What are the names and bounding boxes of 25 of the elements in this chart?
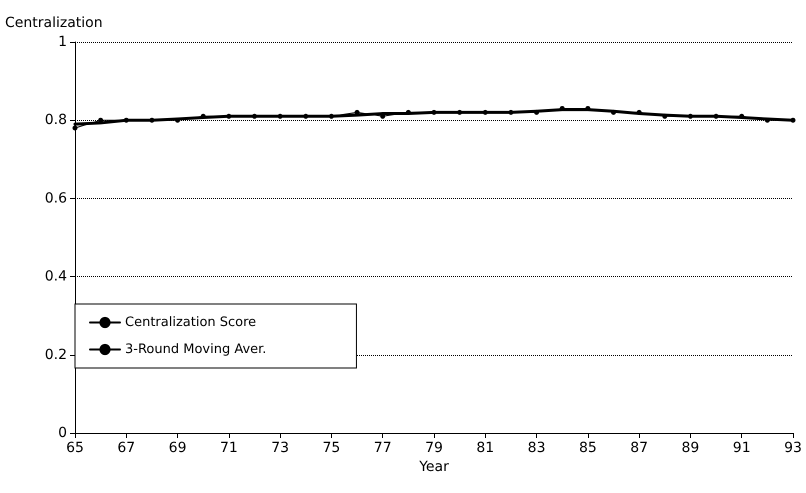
x-tick-label: 85 — [578, 440, 597, 456]
x-tick-label: 81 — [476, 440, 494, 456]
x-tick-label: 67 — [117, 440, 136, 456]
x-tick-label: 73 — [271, 440, 290, 456]
x-tick-label: 87 — [630, 440, 648, 456]
x-tick-label: 71 — [220, 440, 238, 456]
y-tick-label: 0.2 — [44, 346, 67, 363]
x-tick-label: 69 — [168, 440, 186, 456]
y-tick-label: 0.8 — [44, 112, 67, 128]
x-tick-label: 93 — [784, 440, 802, 456]
x-tick-label: 65 — [66, 440, 84, 456]
x-axis-title: Year — [418, 458, 450, 475]
y-tick-label: 0.4 — [44, 268, 68, 285]
y-tick-label: 0.6 — [44, 190, 68, 206]
x-tick-label: 89 — [682, 440, 700, 456]
x-tick-label: 75 — [322, 440, 340, 456]
x-tick-label: 79 — [425, 440, 443, 456]
x-tick-label: 83 — [528, 440, 546, 456]
legend-label: 3-Round Moving Aver. — [125, 342, 266, 357]
y-tick-label: 1 — [58, 34, 67, 50]
x-tick-label: 91 — [732, 440, 751, 456]
y-tick-label: 0 — [58, 425, 67, 441]
x-tick-label: 77 — [374, 440, 392, 456]
y-axis-title: Centralization — [5, 15, 103, 31]
legend-label: Centralization Score — [125, 315, 256, 330]
